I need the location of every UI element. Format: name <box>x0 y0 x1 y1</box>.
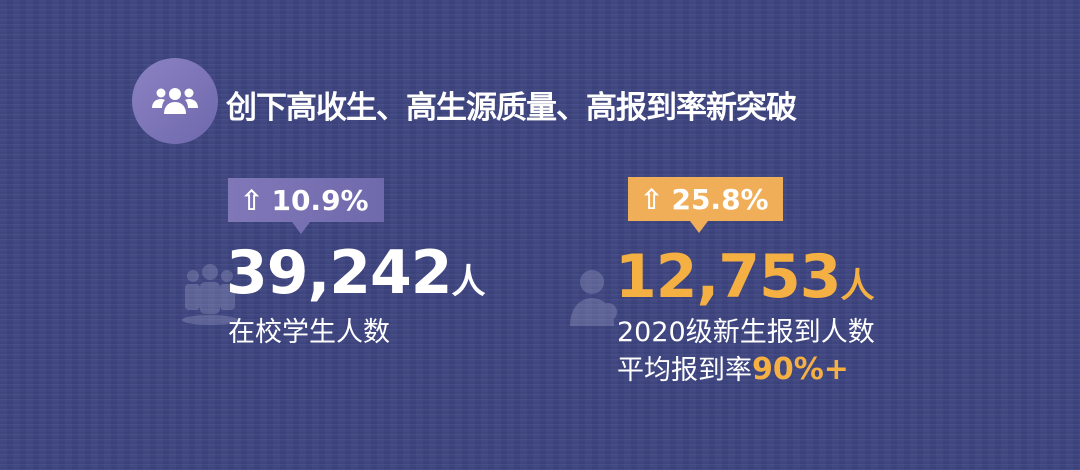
freshman-count: 12,753人 <box>615 242 875 312</box>
stat-label-2: 平均报到率90%+ <box>617 348 849 387</box>
users-icon-circle <box>132 58 218 144</box>
student-icon <box>570 270 617 326</box>
stat-unit: 人 <box>451 262 486 302</box>
rate-value: 90%+ <box>752 352 849 387</box>
stat-label: 2020级新生报到人数 <box>617 317 875 348</box>
student-count: 39,242人 <box>226 238 486 308</box>
growth-badge: ⇧ 25.8% <box>628 177 783 233</box>
arrow-up-icon: ⇧ <box>240 183 264 217</box>
stat-unit: 人 <box>840 266 875 306</box>
page-title: 创下高收生、高生源质量、高报到率新突破 <box>226 90 797 126</box>
group-icon <box>182 264 238 325</box>
arrow-up-icon: ⇧ <box>640 182 664 216</box>
rate-label: 平均报到率 <box>617 355 752 386</box>
stat-label: 在校学生人数 <box>228 317 390 348</box>
growth-value: 10.9% <box>271 183 369 217</box>
growth-badge: ⇧ 10.9% <box>228 178 384 234</box>
stat-value: 12,753 <box>615 242 842 312</box>
stat-value: 39,242 <box>226 238 453 308</box>
growth-value: 25.8% <box>671 182 769 216</box>
users-icon <box>152 88 198 114</box>
